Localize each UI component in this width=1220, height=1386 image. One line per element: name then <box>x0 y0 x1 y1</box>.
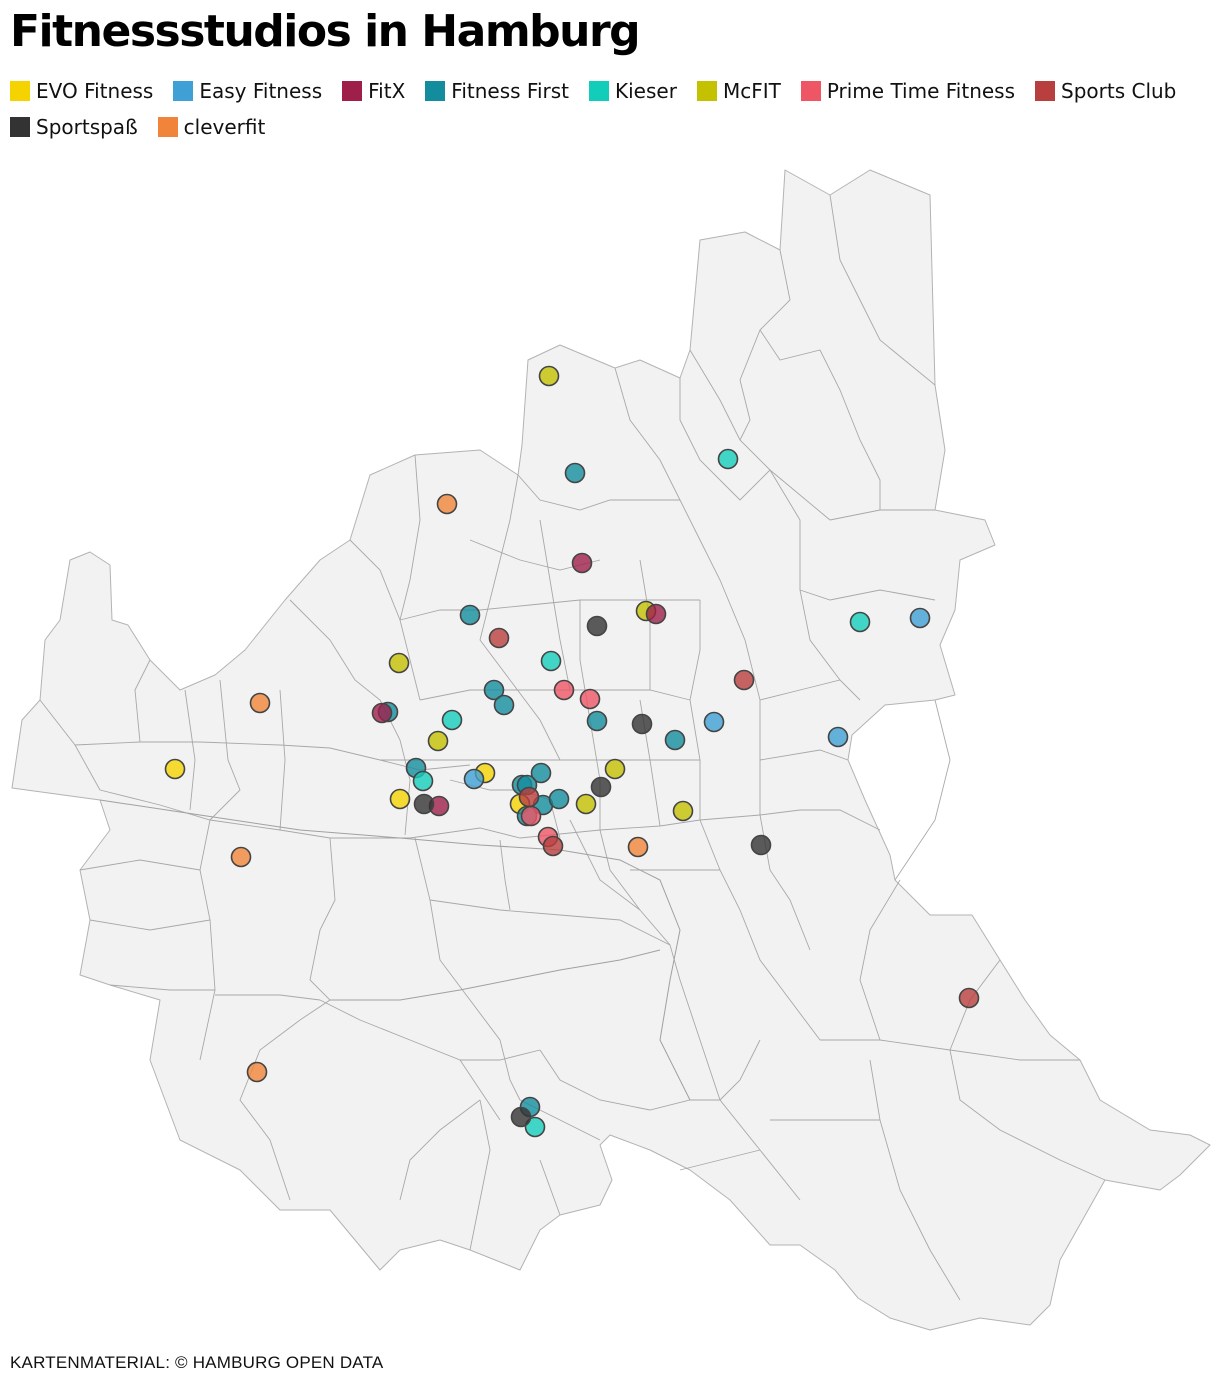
marker-fitness-first[interactable] <box>530 762 552 784</box>
city-area <box>11 169 1211 1331</box>
marker-fitness-first[interactable] <box>664 729 686 751</box>
map-title: Fitnessstudios in Hamburg <box>10 6 641 57</box>
marker-sportspass[interactable] <box>750 834 772 856</box>
marker-sportspass[interactable] <box>631 713 653 735</box>
legend-item-cleverfit[interactable]: cleverfit <box>157 115 266 139</box>
marker-mcfit[interactable] <box>538 365 560 387</box>
legend-swatch <box>800 81 821 101</box>
marker-fitx[interactable] <box>371 702 393 724</box>
marker-mcfit[interactable] <box>427 730 449 752</box>
legend-label: McFIT <box>722 79 781 103</box>
legend-item-evo-fitness[interactable]: EVO Fitness <box>10 79 154 103</box>
legend-swatch <box>157 117 178 137</box>
source-credit: KARTENMATERIAL: © HAMBURG OPEN DATA <box>10 1353 384 1372</box>
marker-cleverfit[interactable] <box>246 1061 268 1083</box>
marker-mcfit[interactable] <box>604 758 626 780</box>
marker-sportspass[interactable] <box>510 1106 532 1128</box>
legend-item-sportspass[interactable]: Sportspaß <box>10 115 138 139</box>
marker-fitness-first[interactable] <box>483 679 505 701</box>
marker-prime-time-fitness[interactable] <box>553 679 575 701</box>
hamburg-map <box>11 169 1211 1331</box>
marker-mcfit[interactable] <box>388 652 410 674</box>
marker-mcfit[interactable] <box>575 793 597 815</box>
marker-sportspass[interactable] <box>586 615 608 637</box>
marker-sports-club[interactable] <box>958 987 980 1009</box>
elbe-river <box>99 799 691 1101</box>
marker-easy-fitness[interactable] <box>827 726 849 748</box>
legend-label: Kieser <box>615 79 677 103</box>
marker-evo-fitness[interactable] <box>389 788 411 810</box>
marker-mcfit[interactable] <box>672 800 694 822</box>
marker-cleverfit[interactable] <box>230 846 252 868</box>
legend-item-mcfit[interactable]: McFIT <box>696 79 781 103</box>
marker-fitness-first[interactable] <box>564 462 586 484</box>
legend-item-kieser[interactable]: Kieser <box>589 79 677 103</box>
marker-evo-fitness[interactable] <box>164 758 186 780</box>
legend-label: Easy Fitness <box>199 79 323 103</box>
marker-kieser[interactable] <box>412 770 434 792</box>
marker-sports-club[interactable] <box>733 669 755 691</box>
marker-cleverfit[interactable] <box>249 692 271 714</box>
marker-prime-time-fitness[interactable] <box>579 688 601 710</box>
legend-swatch <box>1035 81 1056 101</box>
legend-label: FitX <box>368 79 406 103</box>
legend-swatch <box>10 117 30 137</box>
marker-fitx[interactable] <box>645 603 667 625</box>
marker-cleverfit[interactable] <box>627 836 649 858</box>
legend-swatch <box>342 81 363 101</box>
legend-swatch <box>589 81 609 101</box>
marker-easy-fitness[interactable] <box>909 607 931 629</box>
legend-swatch <box>696 81 717 101</box>
district-boundaries <box>39 194 1106 1301</box>
legend-item-prime-time-fitness[interactable]: Prime Time Fitness <box>800 79 1016 103</box>
marker-sports-club[interactable] <box>518 786 540 808</box>
legend-label: Sports Club <box>1061 79 1177 103</box>
studio-markers <box>164 365 980 1138</box>
marker-easy-fitness[interactable] <box>463 768 485 790</box>
legend-swatch <box>10 81 30 101</box>
marker-fitness-first[interactable] <box>586 710 608 732</box>
marker-prime-time-fitness[interactable] <box>520 805 542 827</box>
marker-fitx[interactable] <box>571 552 593 574</box>
legend-label: EVO Fitness <box>36 79 154 103</box>
legend-label: Prime Time Fitness <box>826 79 1016 103</box>
legend-item-fitness-first[interactable]: Fitness First <box>425 79 569 103</box>
legend-label: cleverfit <box>183 115 266 139</box>
marker-sportspass[interactable] <box>590 776 612 798</box>
marker-kieser[interactable] <box>717 448 739 470</box>
marker-fitness-first[interactable] <box>459 604 481 626</box>
legend-item-sports-club[interactable]: Sports Club <box>1035 79 1177 103</box>
marker-sports-club[interactable] <box>542 835 564 857</box>
legend-item-easy-fitness[interactable]: Easy Fitness <box>173 79 323 103</box>
marker-kieser[interactable] <box>441 709 463 731</box>
marker-kieser[interactable] <box>540 650 562 672</box>
marker-fitness-first[interactable] <box>493 694 515 716</box>
marker-cleverfit[interactable] <box>436 493 458 515</box>
legend-swatch <box>173 81 194 101</box>
marker-kieser[interactable] <box>524 1116 546 1138</box>
marker-sportspass[interactable] <box>413 793 435 815</box>
legend-swatch <box>425 81 446 101</box>
legend-item-fitx[interactable]: FitX <box>342 79 406 103</box>
marker-fitness-first[interactable] <box>548 788 570 810</box>
marker-sports-club[interactable] <box>488 627 510 649</box>
legend: EVO Fitness Easy Fitness FitX Fitness Fi… <box>10 79 1210 139</box>
legend-label: Sportspaß <box>36 115 138 139</box>
marker-easy-fitness[interactable] <box>703 711 725 733</box>
legend-label: Fitness First <box>451 79 569 103</box>
marker-kieser[interactable] <box>849 611 871 633</box>
